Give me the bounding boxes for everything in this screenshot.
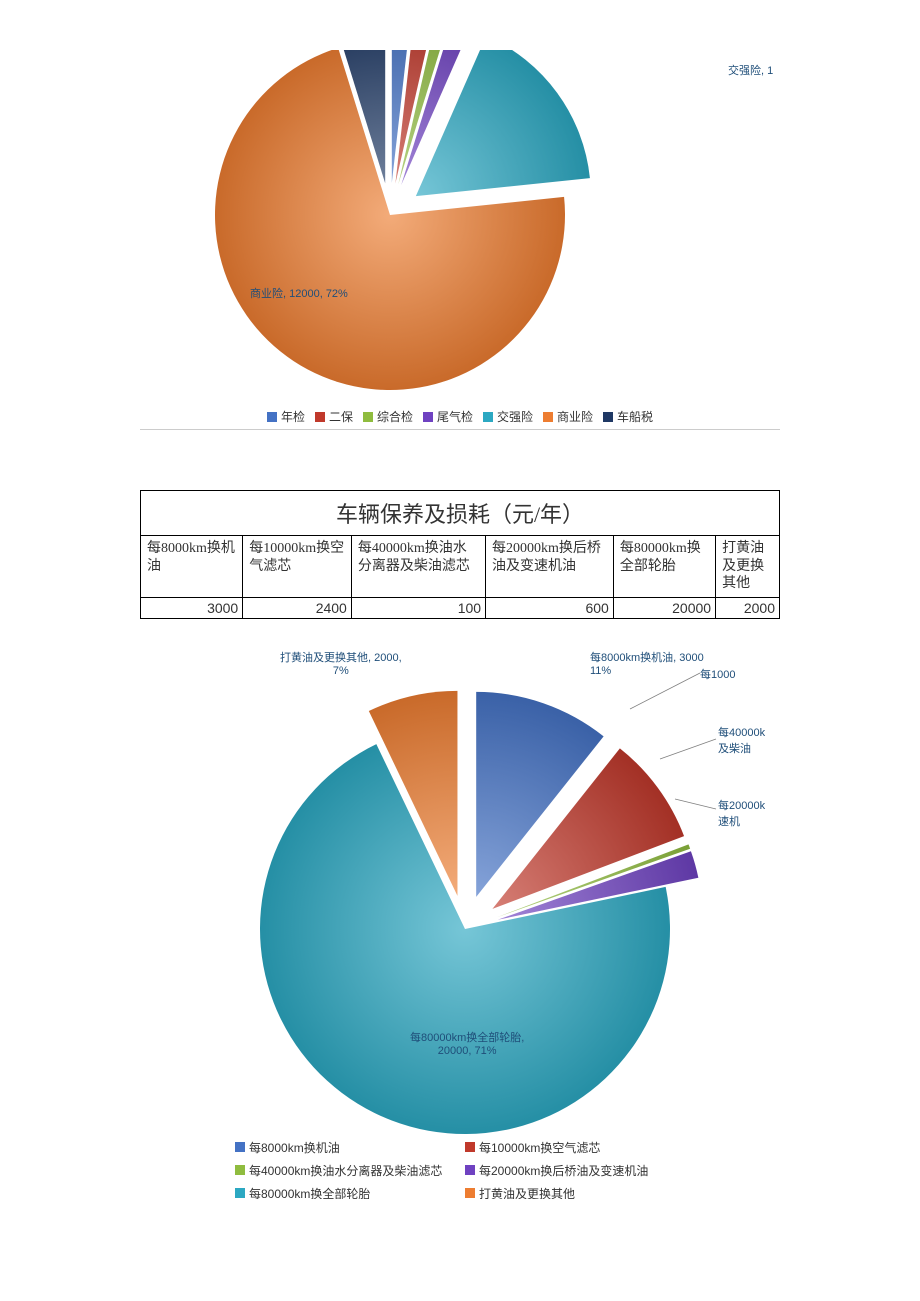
legend-label: 二保 [329, 408, 353, 425]
legend-item: 二保 [315, 408, 353, 425]
legend-item: 每40000km换油水分离器及柴油滤芯 [235, 1162, 455, 1179]
legend-swatch [315, 412, 325, 422]
legend-swatch [465, 1142, 475, 1152]
pie-data-label: 打黄油及更换其他, 2000,7% [280, 649, 402, 677]
legend-swatch [235, 1142, 245, 1152]
table-header-cell: 每10000km换空气滤芯 [243, 536, 352, 598]
legend-label: 每80000km换全部轮胎 [249, 1185, 370, 1199]
insurance-pie-main-label: 商业险, 12000, 72% [250, 285, 348, 301]
legend-item: 商业险 [543, 408, 593, 425]
leader-line [660, 739, 716, 759]
legend-label: 车船税 [617, 408, 653, 425]
legend-swatch [235, 1188, 245, 1198]
table-title: 车辆保养及损耗（元/年） [141, 491, 780, 536]
legend-label: 每20000km换后桥油及变速机油 [479, 1162, 648, 1179]
table-header-row: 每8000km换机油每10000km换空气滤芯每40000km换油水分离器及柴油… [141, 536, 780, 598]
pie-data-label: 每8000km换机油, 300011% [590, 649, 704, 677]
table-header-cell: 每8000km换机油 [141, 536, 243, 598]
maintenance-table-wrap: 车辆保养及损耗（元/年） 每8000km换机油每10000km换空气滤芯每400… [140, 490, 780, 619]
legend-item: 每10000km换空气滤芯 [465, 1139, 685, 1156]
maintenance-legend: 每8000km换机油 每10000km换空气滤芯每40000km换油水分离器及柴油… [220, 1139, 700, 1199]
table-header-cell: 打黄油及更换其他 [716, 536, 780, 598]
table-value-row: 30002400100600200002000 [141, 597, 780, 618]
insurance-pie-svg [140, 50, 780, 430]
legend-item: 尾气检 [423, 408, 473, 425]
legend-item: 交强险 [483, 408, 533, 425]
legend-swatch [267, 412, 277, 422]
table-value-cell: 2000 [716, 597, 780, 618]
leader-line [675, 799, 716, 809]
legend-item: 打黄油及更换其他 [465, 1185, 685, 1199]
legend-swatch [483, 412, 493, 422]
legend-swatch [603, 412, 613, 422]
page-root: 商业险, 12000, 72% 交强险, 1 年检二保综合检尾气检交强险商业险车… [0, 50, 920, 1199]
table-header-cell: 每20000km换后桥油及变速机油 [486, 536, 614, 598]
leader-line [630, 673, 700, 709]
table-header-cell: 每40000km换油水分离器及柴油滤芯 [351, 536, 485, 598]
legend-label: 每8000km换机油 [249, 1139, 340, 1156]
legend-label: 尾气检 [437, 408, 473, 425]
pie-data-label: 每40000k及柴油 [718, 724, 765, 756]
insurance-pie-chart: 商业险, 12000, 72% 交强险, 1 年检 二保 综合检 尾气检 交强险 商业险 车… [140, 50, 780, 430]
legend-swatch [543, 412, 553, 422]
legend-swatch [465, 1188, 475, 1198]
maintenance-pie-svg [140, 639, 780, 1199]
table-value-cell: 2400 [243, 597, 352, 618]
legend-label: 商业险 [557, 408, 593, 425]
legend-label: 每40000km换油水分离器及柴油滤芯 [249, 1162, 442, 1179]
legend-label: 年检 [281, 408, 305, 425]
table-value-cell: 3000 [141, 597, 243, 618]
legend-item: 综合检 [363, 408, 413, 425]
legend-item: 车船税 [603, 408, 653, 425]
legend-label: 每10000km换空气滤芯 [479, 1139, 600, 1156]
legend-swatch [363, 412, 373, 422]
table-value-cell: 20000 [613, 597, 715, 618]
legend-label: 交强险 [497, 408, 533, 425]
pie-data-label: 每80000km换全部轮胎,20000, 71% [410, 1029, 524, 1057]
legend-label: 综合检 [377, 408, 413, 425]
insurance-legend: 年检 二保 综合检 尾气检 交强险 商业险 车船税 [140, 408, 780, 425]
insurance-pie-clip-label: 交强险, 1 [728, 62, 773, 78]
legend-swatch [423, 412, 433, 422]
table-value-cell: 100 [351, 597, 485, 618]
legend-item: 年检 [267, 408, 305, 425]
maintenance-table: 车辆保养及损耗（元/年） 每8000km换机油每10000km换空气滤芯每400… [140, 490, 780, 619]
table-value-cell: 600 [486, 597, 614, 618]
pie-data-label: 每1000 [700, 666, 735, 682]
legend-item: 每80000km换全部轮胎 [235, 1185, 455, 1199]
maintenance-pie-chart: 打黄油及更换其他, 2000,7%每8000km换机油, 300011%每100… [140, 639, 780, 1199]
legend-item: 每20000km换后桥油及变速机油 [465, 1162, 685, 1179]
table-header-cell: 每80000km换全部轮胎 [613, 536, 715, 598]
legend-swatch [235, 1165, 245, 1175]
legend-swatch [465, 1165, 475, 1175]
pie-data-label: 每20000k速机 [718, 797, 765, 829]
legend-label: 打黄油及更换其他 [479, 1185, 575, 1199]
legend-item: 每8000km换机油 [235, 1139, 455, 1156]
